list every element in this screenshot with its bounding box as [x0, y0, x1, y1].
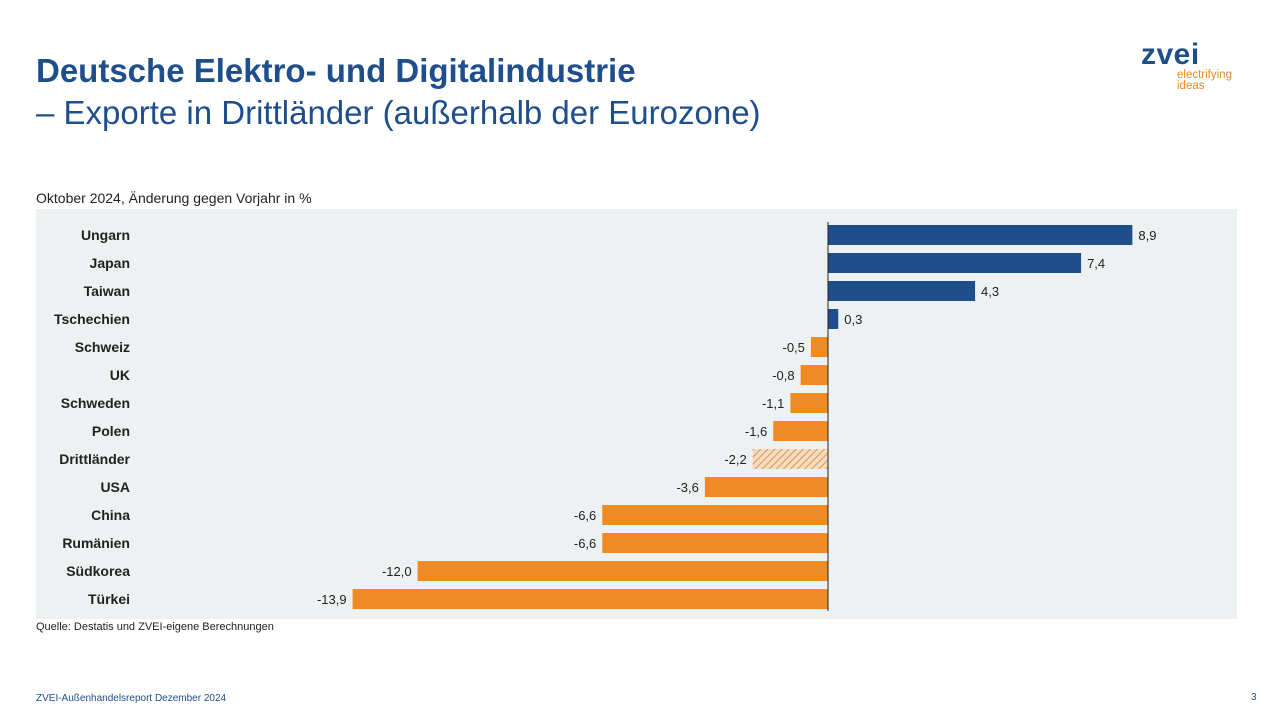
category-label: Taiwan — [84, 283, 130, 299]
category-label: Schweiz — [75, 339, 130, 355]
logo-tagline-1: electrifying — [1177, 69, 1232, 81]
logo-tagline-2: ideas — [1177, 80, 1205, 92]
zvei-logo: zvei electrifying ideas — [1141, 40, 1232, 92]
title-line-2: – Exporte in Drittländer (außerhalb der … — [36, 94, 761, 131]
category-label: Rumänien — [62, 535, 130, 551]
category-label: Japan — [90, 255, 130, 271]
logo-wordmark: zvei — [1141, 38, 1200, 71]
category-label: China — [91, 507, 130, 523]
value-label: 0,3 — [844, 312, 862, 327]
category-label: Tschechien — [54, 311, 130, 327]
category-label: UK — [110, 367, 130, 383]
bar-uk — [800, 365, 828, 385]
bar-südkorea — [417, 561, 828, 581]
bar-taiwan — [828, 281, 976, 301]
bar-polen — [773, 421, 828, 441]
value-label: 8,9 — [1138, 228, 1156, 243]
value-label: -6,6 — [574, 508, 596, 523]
bar-japan — [828, 253, 1082, 273]
value-label: -6,6 — [574, 536, 596, 551]
value-label: -1,1 — [762, 396, 784, 411]
category-label: Polen — [92, 423, 130, 439]
source-note: Quelle: Destatis und ZVEI-eigene Berechn… — [36, 621, 274, 633]
value-label: -0,8 — [772, 368, 794, 383]
bar-usa — [704, 477, 828, 497]
value-label: -3,6 — [676, 480, 698, 495]
bar-ungarn — [828, 225, 1133, 245]
page-number: 3 — [1251, 692, 1257, 703]
category-label: Drittländer — [59, 451, 130, 467]
category-label: Schweden — [61, 395, 130, 411]
category-label: Ungarn — [81, 227, 130, 243]
footer-text: ZVEI-Außenhandelsreport Dezember 2024 — [36, 693, 227, 704]
value-label: 4,3 — [981, 284, 999, 299]
bar-türkei — [352, 589, 828, 609]
bar-tschechien — [828, 309, 839, 329]
value-label: -13,9 — [317, 592, 347, 607]
title-line-1: Deutsche Elektro- und Digitalindustrie — [36, 52, 636, 89]
bar-china — [602, 505, 828, 525]
value-label: 7,4 — [1087, 256, 1105, 271]
category-label: Südkorea — [66, 563, 130, 579]
bar-drittländer — [752, 449, 828, 469]
bar-rumänien — [602, 533, 828, 553]
bar-schweiz — [810, 337, 828, 357]
value-label: -2,2 — [724, 452, 746, 467]
value-label: -12,0 — [382, 564, 412, 579]
chart-subtitle: Oktober 2024, Änderung gegen Vorjahr in … — [36, 190, 312, 206]
value-label: -0,5 — [782, 340, 804, 355]
value-label: -1,6 — [745, 424, 767, 439]
category-label: Türkei — [88, 591, 130, 607]
category-label: USA — [100, 479, 130, 495]
bar-schweden — [790, 393, 828, 413]
